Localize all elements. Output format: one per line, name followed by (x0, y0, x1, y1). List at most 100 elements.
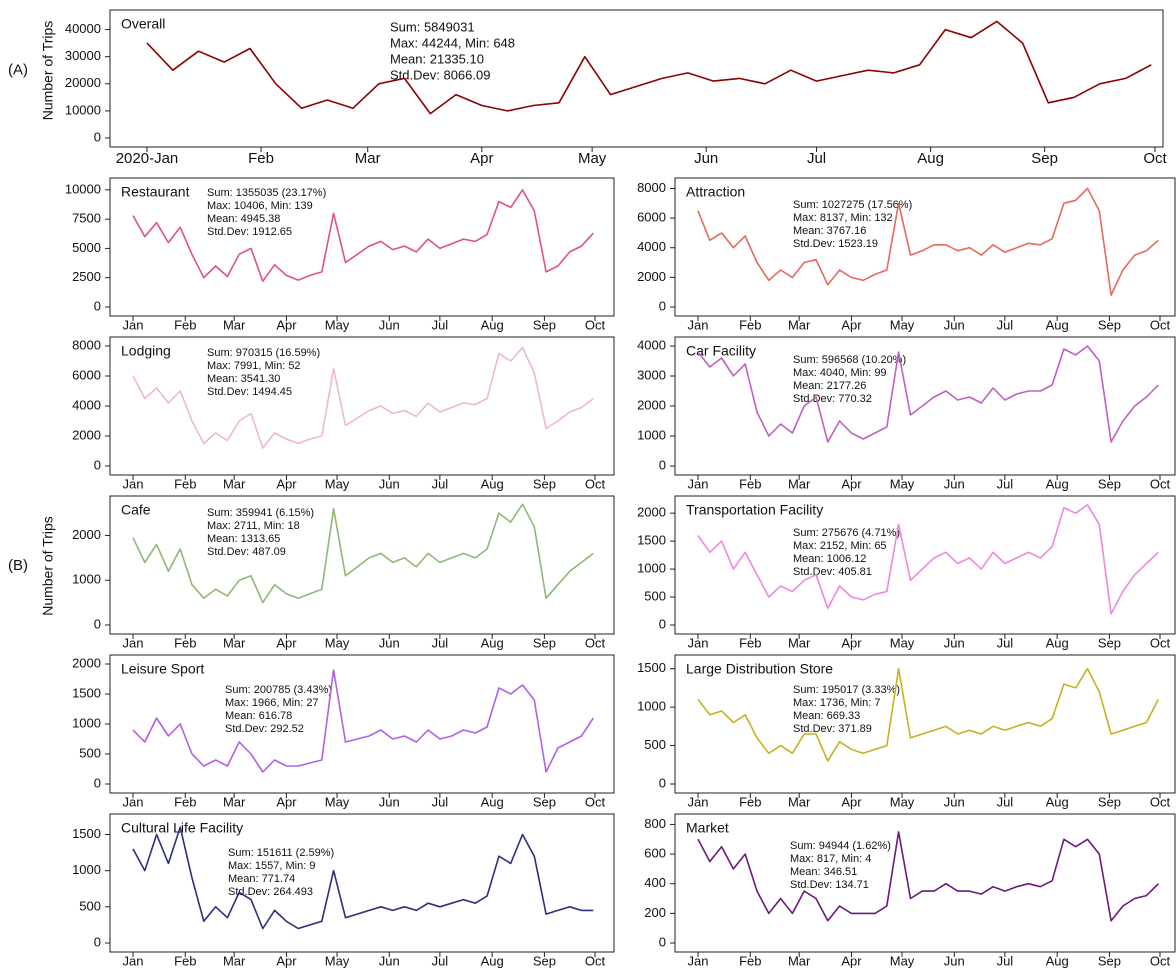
x-tick-label: Sep (1098, 794, 1121, 809)
x-tick-label: Apr (276, 794, 297, 809)
x-tick-label: Mar (788, 476, 811, 491)
x-tick-label: Jan (688, 635, 709, 650)
x-tick-label: Jun (379, 317, 400, 332)
x-tick-label: Oct (1150, 476, 1171, 491)
panel-title: Cultural Life Facility (121, 820, 243, 836)
x-tick-label: Sep (533, 476, 556, 491)
x-tick-label: May (325, 317, 350, 332)
x-tick-label: Jul (807, 150, 826, 167)
x-tick-label: 2020-Jan (116, 150, 179, 167)
y-tick-label: 7500 (72, 211, 101, 226)
y-tick-label: 0 (659, 934, 666, 949)
x-tick-label: Oct (585, 794, 606, 809)
stats-text: Max: 4040, Min: 99 (793, 367, 887, 379)
stats-text: Std.Dev: 292.52 (225, 723, 304, 735)
stats-text: Max: 1966, Min: 27 (225, 697, 319, 709)
y-tick-label: 2000 (72, 427, 101, 442)
x-tick-label: Oct (1150, 794, 1171, 809)
y-tick-label: 1000 (72, 572, 101, 587)
y-tick-label: 1000 (637, 427, 666, 442)
stats-text: Std.Dev: 8066.09 (390, 67, 490, 82)
x-tick-label: Jul (997, 953, 1014, 968)
x-tick-label: Feb (739, 635, 761, 650)
x-tick-label: Sep (1098, 476, 1121, 491)
x-tick-label: Jul (432, 476, 449, 491)
panel-frame (109, 9, 1164, 148)
x-tick-label: Oct (585, 635, 606, 650)
y-tick-label: 1000 (72, 715, 101, 730)
stats-text: Mean: 616.78 (225, 710, 292, 722)
series-line (697, 345, 1159, 443)
panel-frame (674, 813, 1176, 953)
panel-frame (109, 813, 615, 953)
y-tick-label: 4000 (637, 337, 666, 352)
series-line (697, 831, 1159, 922)
y-tick-label: 0 (94, 934, 101, 949)
panel-label: (A) (8, 61, 28, 78)
x-tick-label: Jul (432, 635, 449, 650)
x-tick-label: May (890, 794, 915, 809)
panel-title: Cafe (121, 502, 151, 518)
x-tick-label: Apr (470, 150, 493, 167)
y-tick-label: 20000 (65, 75, 101, 90)
x-tick-label: Feb (739, 953, 761, 968)
panel-title: Market (686, 820, 729, 836)
y-tick-label: 2000 (72, 655, 101, 670)
x-tick-label: Apr (276, 953, 297, 968)
x-tick-label: Oct (585, 476, 606, 491)
stats-text: Sum: 970315 (16.59%) (207, 347, 320, 359)
x-tick-label: Apr (841, 635, 862, 650)
x-tick-label: Apr (841, 953, 862, 968)
stats-text: Sum: 5849031 (390, 19, 475, 34)
panel-title: Attraction (686, 184, 745, 200)
y-tick-label: 2000 (72, 527, 101, 542)
x-tick-label: Feb (174, 794, 196, 809)
y-tick-label: 0 (659, 298, 666, 313)
x-tick-label: Jun (944, 953, 965, 968)
x-tick-label: Sep (533, 317, 556, 332)
x-tick-label: Aug (1046, 476, 1069, 491)
stats-text: Max: 8137, Min: 132 (793, 212, 893, 224)
x-tick-label: Feb (739, 476, 761, 491)
panel-frame (109, 177, 615, 317)
y-tick-label: 500 (79, 745, 101, 760)
stats-text: Max: 7991, Min: 52 (207, 360, 301, 372)
x-tick-label: Jan (688, 953, 709, 968)
x-tick-label: Aug (1046, 635, 1069, 650)
stats-text: Mean: 2177.26 (793, 380, 866, 392)
y-tick-label: 10000 (65, 102, 101, 117)
y-tick-label: 0 (94, 457, 101, 472)
y-tick-label: 40000 (65, 21, 101, 36)
y-tick-label: 0 (659, 457, 666, 472)
stats-text: Sum: 275676 (4.71%) (793, 527, 900, 539)
x-tick-label: Feb (739, 794, 761, 809)
stats-text: Sum: 1355035 (23.17%) (207, 187, 326, 199)
x-tick-label: Feb (739, 317, 761, 332)
x-tick-label: Apr (841, 794, 862, 809)
stats-text: Mean: 21335.10 (390, 51, 484, 66)
y-tick-label: 500 (644, 737, 666, 752)
stats-text: Mean: 3767.16 (793, 225, 866, 237)
stats-text: Mean: 4945.38 (207, 213, 280, 225)
y-tick-label: 400 (644, 875, 666, 890)
x-tick-label: Jul (997, 476, 1014, 491)
y-tick-label: 0 (94, 616, 101, 631)
y-tick-label: 1000 (637, 561, 666, 576)
y-tick-label: 8000 (637, 180, 666, 195)
x-tick-label: Oct (1143, 150, 1167, 167)
x-tick-label: Oct (1150, 317, 1171, 332)
x-tick-label: Jun (944, 794, 965, 809)
x-tick-label: Jan (123, 794, 144, 809)
panel-label: (B) (8, 557, 28, 574)
panel-title: Transportation Facility (686, 502, 823, 518)
y-tick-label: 2000 (637, 269, 666, 284)
series-line (697, 504, 1159, 615)
stats-text: Sum: 359941 (6.15%) (207, 507, 314, 519)
x-tick-label: Apr (841, 317, 862, 332)
stats-text: Max: 2152, Min: 65 (793, 540, 887, 552)
x-tick-label: Sep (533, 794, 556, 809)
panel-frame (109, 495, 615, 635)
x-tick-label: Sep (1098, 953, 1121, 968)
stats-text: Std.Dev: 1523.19 (793, 238, 878, 250)
